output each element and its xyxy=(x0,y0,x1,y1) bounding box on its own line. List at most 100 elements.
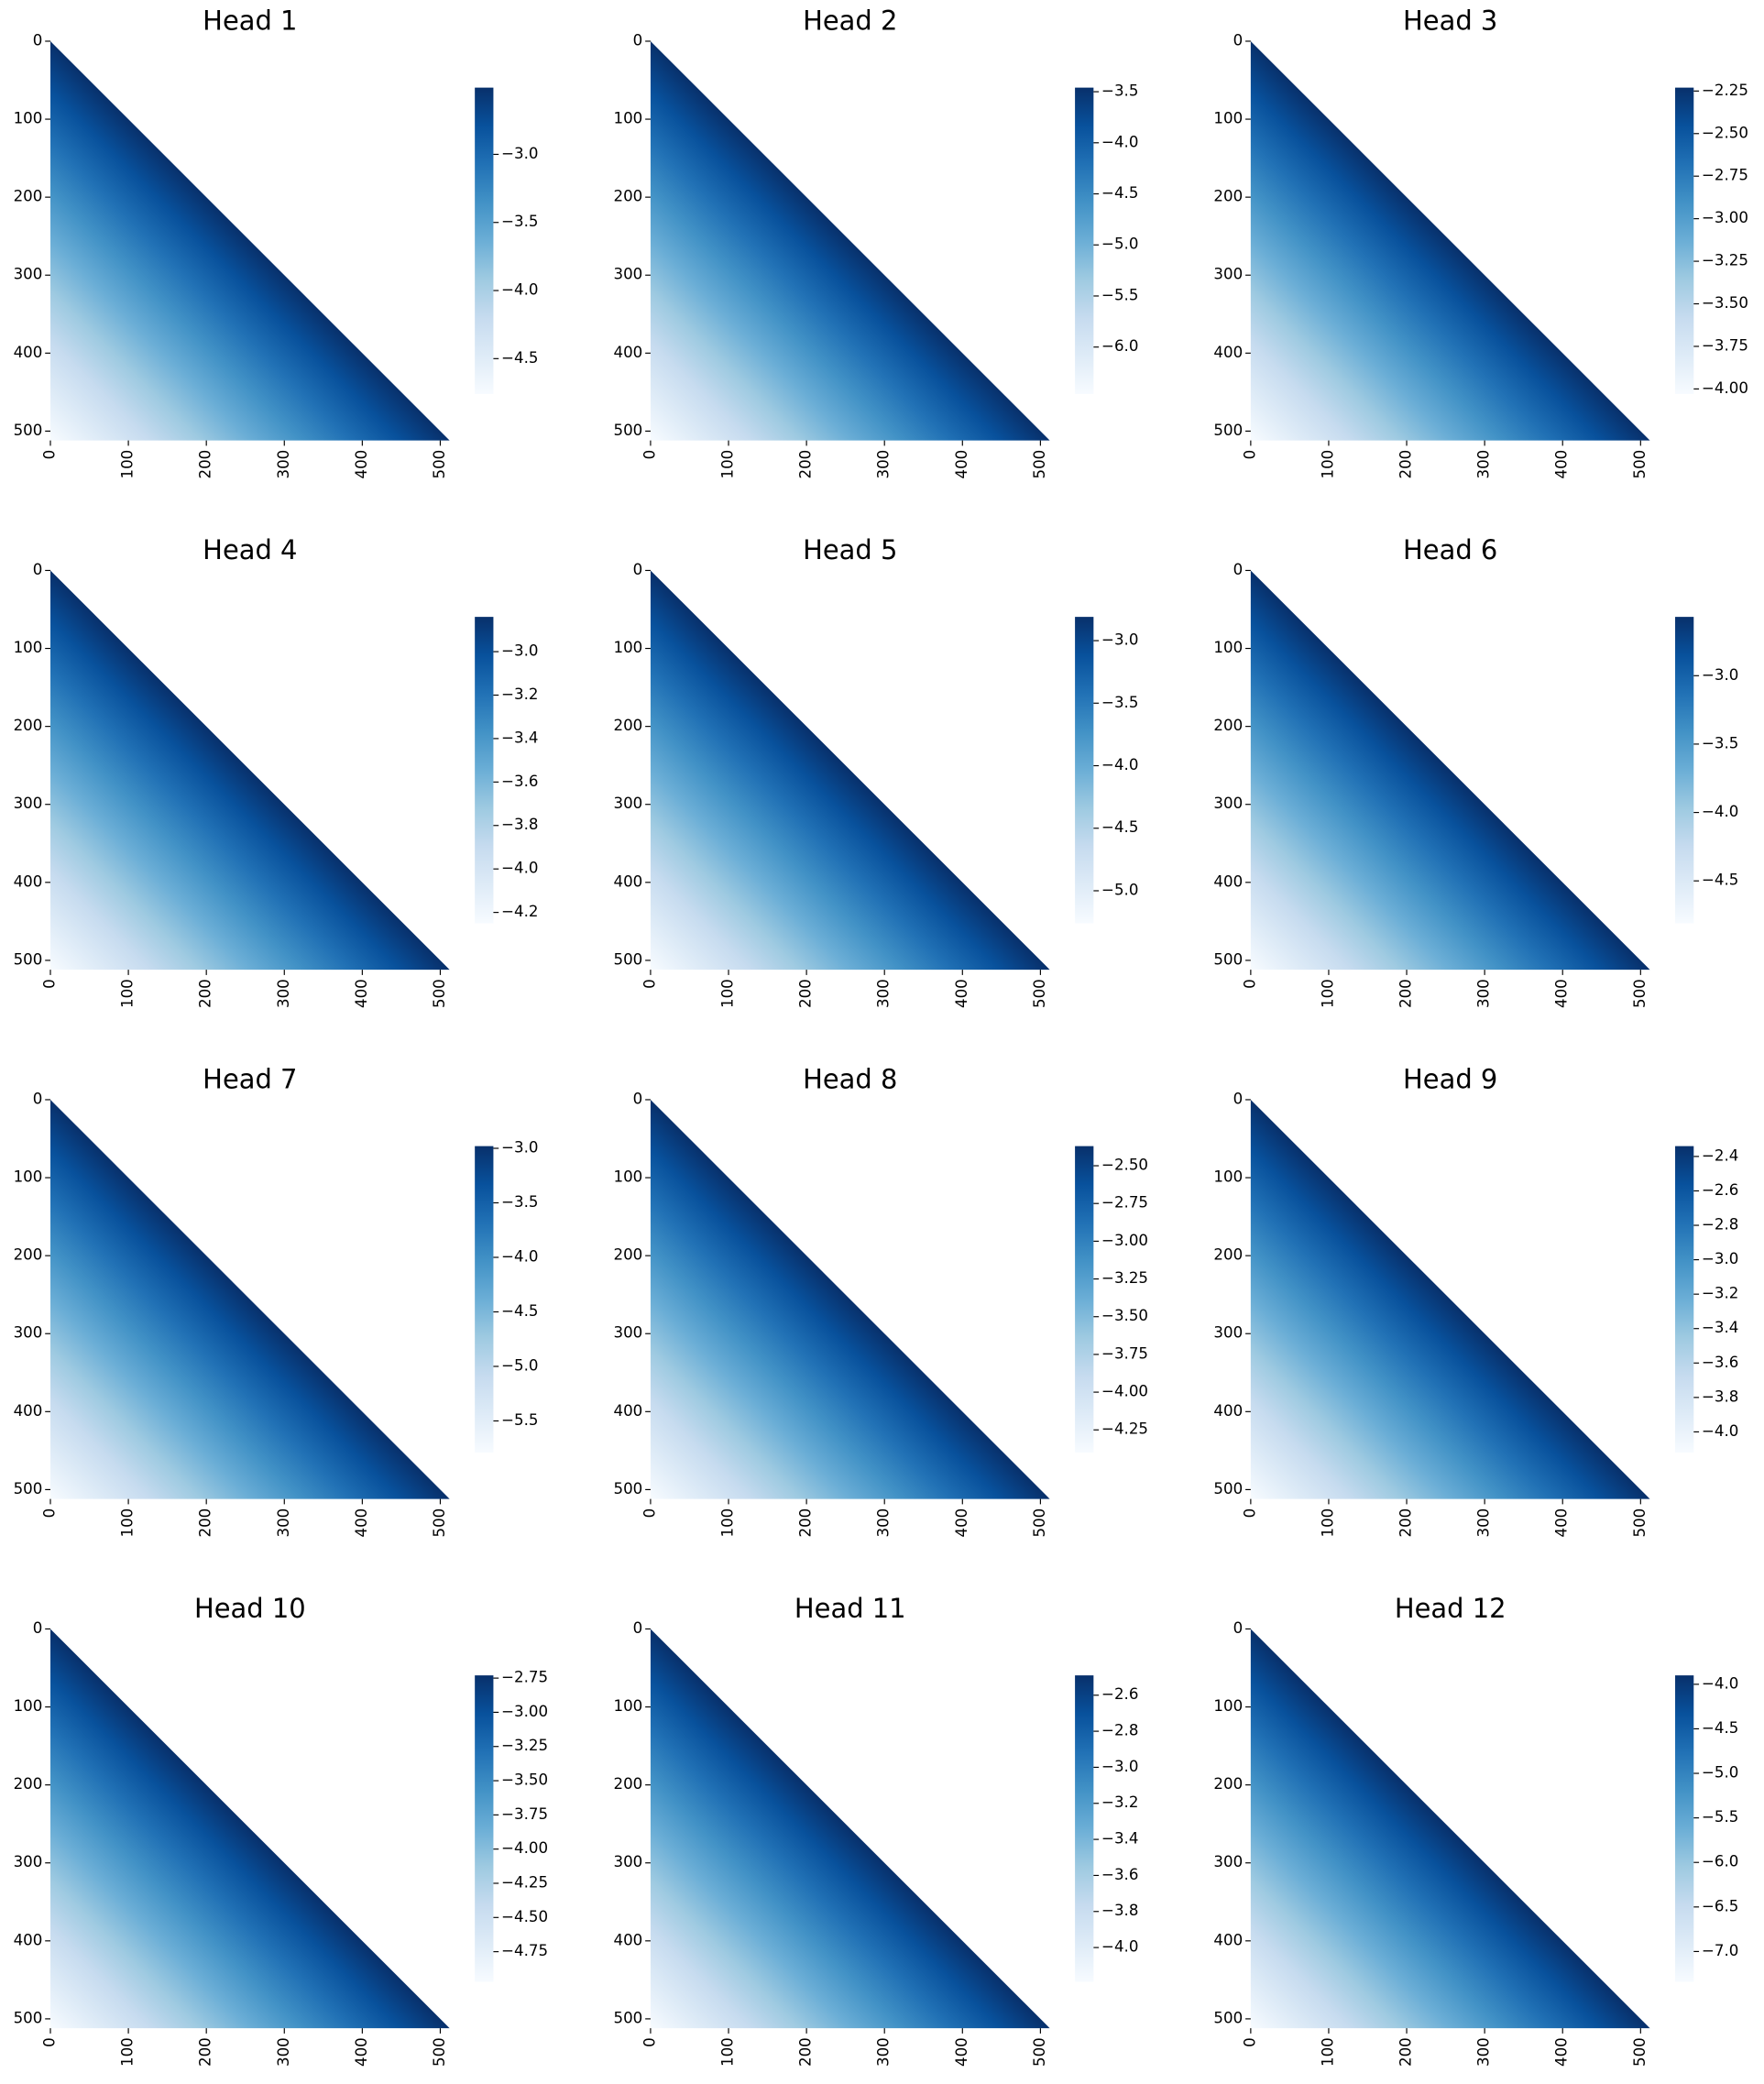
x-tick-label: 400 xyxy=(953,2037,970,2067)
y-tick-label: 100 xyxy=(14,639,43,656)
y-tick-label: 300 xyxy=(614,1324,643,1342)
x-tick-label: 500 xyxy=(1031,2037,1048,2067)
y-tick-label: 300 xyxy=(1213,795,1243,812)
y-tick-label: 100 xyxy=(14,110,43,127)
x-tick-label: 200 xyxy=(797,450,815,479)
y-tick-label: 300 xyxy=(1213,1324,1243,1342)
y-tick-label: 0 xyxy=(633,1619,643,1637)
y-tick-label: 0 xyxy=(1233,1619,1244,1637)
y-tick-label: 300 xyxy=(1213,266,1243,283)
y-tick-label: 0 xyxy=(33,1090,43,1107)
x-tick-label: 200 xyxy=(197,450,214,479)
x-tick-label: 100 xyxy=(1319,450,1336,479)
y-tick-label: 200 xyxy=(614,188,643,205)
colorbar xyxy=(475,1146,494,1453)
x-tick-label: 100 xyxy=(1319,1508,1336,1538)
x-tick-label: 500 xyxy=(431,979,448,1008)
heatmap-cells xyxy=(650,40,1050,441)
chart-title: Head 8 xyxy=(803,1064,897,1095)
colorbar-tick-label: −2.8 xyxy=(1101,1722,1138,1739)
y-tick-label: 100 xyxy=(1213,1168,1243,1186)
x-tick-label: 300 xyxy=(1475,450,1493,479)
y-tick-label: 100 xyxy=(614,1168,643,1186)
heatmap-cells xyxy=(1250,1099,1650,1499)
colorbar-tick-label: −2.75 xyxy=(1101,1194,1148,1212)
x-tick-label: 300 xyxy=(275,1508,292,1538)
x-tick-label: 300 xyxy=(875,450,893,479)
colorbar xyxy=(1675,1675,1694,1982)
x-tick-label: 500 xyxy=(431,450,448,479)
colorbar-tick-label: −3.5 xyxy=(501,213,538,230)
chart-title: Head 2 xyxy=(803,5,897,37)
colorbar-tick-label: −2.6 xyxy=(1702,1181,1738,1199)
x-tick-label: 500 xyxy=(1631,979,1649,1008)
x-tick-label: 100 xyxy=(119,450,137,479)
y-tick-label: 400 xyxy=(1213,1931,1243,1948)
x-tick-label: 200 xyxy=(797,979,815,1008)
colorbar-tick-label: −6.0 xyxy=(1101,337,1138,355)
x-tick-label: 200 xyxy=(197,2037,214,2067)
colorbar-tick-label: −6.5 xyxy=(1702,1897,1738,1914)
y-tick-label: 200 xyxy=(14,717,43,734)
y-tick-label: 400 xyxy=(14,1402,43,1420)
colorbar-tick-label: −4.00 xyxy=(1702,379,1748,397)
x-tick-label: 100 xyxy=(1319,979,1336,1008)
y-tick-label: 400 xyxy=(14,344,43,361)
colorbar-tick-label: −4.50 xyxy=(501,1908,548,1925)
colorbar xyxy=(475,1675,494,1982)
y-tick-label: 400 xyxy=(614,1402,643,1420)
heatmap-cells xyxy=(650,1099,1050,1499)
colorbar-tick-label: −5.5 xyxy=(1101,286,1138,303)
x-tick-label: 100 xyxy=(119,1508,137,1538)
y-tick-label: 200 xyxy=(1213,1246,1243,1264)
y-tick-label: 100 xyxy=(614,110,643,127)
colorbar-tick-label: −6.0 xyxy=(1702,1853,1738,1870)
x-tick-label: 200 xyxy=(1397,979,1415,1008)
colorbar-tick-label: −3.5 xyxy=(1101,694,1138,711)
y-tick-label: 200 xyxy=(14,188,43,205)
colorbar-tick-label: −3.0 xyxy=(1101,1758,1138,1775)
colorbar-tick-label: −3.25 xyxy=(1101,1269,1148,1287)
x-tick-label: 400 xyxy=(1553,2037,1571,2067)
heatmap-cells xyxy=(1250,40,1650,441)
colorbar-tick-label: −2.75 xyxy=(1702,167,1748,184)
x-tick-label: 400 xyxy=(1553,450,1571,479)
x-tick-label: 0 xyxy=(40,1508,58,1519)
y-tick-label: 100 xyxy=(1213,1697,1243,1715)
y-tick-label: 0 xyxy=(1233,1090,1244,1107)
y-tick-label: 200 xyxy=(614,717,643,734)
x-tick-label: 300 xyxy=(875,1508,893,1538)
heatmap-cells xyxy=(650,1629,1050,2029)
colorbar-tick-label: −3.6 xyxy=(501,773,538,790)
x-tick-label: 200 xyxy=(197,979,214,1008)
y-tick-label: 500 xyxy=(1213,1480,1243,1497)
colorbar-tick-label: −4.0 xyxy=(1702,803,1738,820)
colorbar-tick-label: −4.5 xyxy=(1702,872,1738,889)
y-tick-label: 200 xyxy=(614,1246,643,1264)
chart-title: Head 10 xyxy=(194,1593,306,1624)
colorbar-tick-label: −3.75 xyxy=(501,1805,548,1823)
y-tick-label: 400 xyxy=(1213,1402,1243,1420)
y-tick-label: 300 xyxy=(614,795,643,812)
colorbar xyxy=(1075,1146,1094,1453)
y-tick-label: 0 xyxy=(1233,31,1244,49)
colorbar-tick-label: −3.4 xyxy=(1101,1830,1138,1848)
chart-title: Head 9 xyxy=(1403,1064,1497,1095)
x-tick-label: 400 xyxy=(953,979,970,1008)
y-tick-label: 300 xyxy=(14,266,43,283)
heatmap-cells xyxy=(1250,570,1650,971)
y-tick-label: 300 xyxy=(1213,1853,1243,1870)
colorbar-tick-label: −4.00 xyxy=(1101,1383,1148,1400)
x-tick-label: 0 xyxy=(1241,979,1258,989)
colorbar-tick-label: −3.75 xyxy=(1101,1344,1148,1362)
chart-title: Head 1 xyxy=(203,5,297,37)
colorbar-tick-label: −2.50 xyxy=(1702,124,1748,141)
colorbar xyxy=(1075,1675,1094,1982)
colorbar-tick-label: −3.4 xyxy=(501,729,538,746)
colorbar-tick-label: −3.2 xyxy=(1702,1285,1738,1302)
x-tick-label: 200 xyxy=(797,1508,815,1538)
x-tick-label: 500 xyxy=(1031,979,1048,1008)
y-tick-label: 100 xyxy=(1213,110,1243,127)
y-tick-label: 500 xyxy=(14,950,43,968)
y-tick-label: 500 xyxy=(14,422,43,439)
